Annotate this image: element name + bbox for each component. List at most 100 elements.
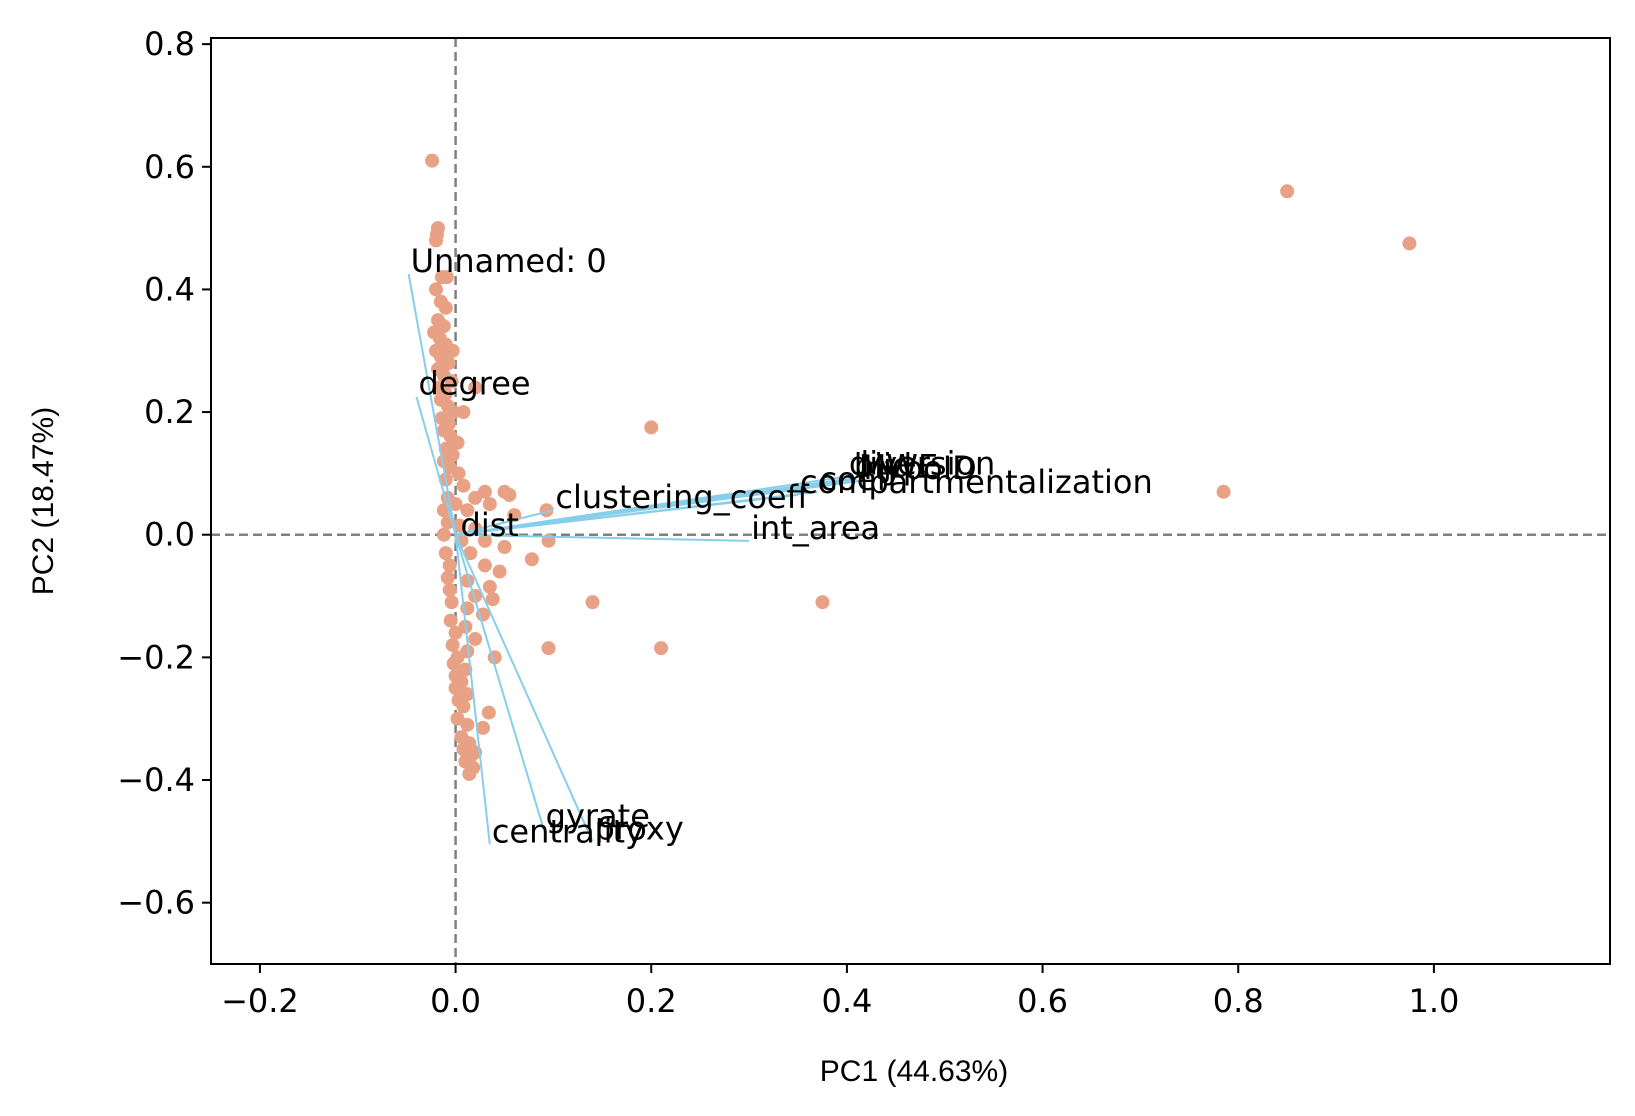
y-tick-label: −0.6 (117, 884, 195, 922)
loading-labels: Unnamed: 0 degree clustering_coeffint_area… (411, 242, 1153, 850)
x-tick-label: 0.4 (821, 982, 872, 1020)
score-point (482, 497, 497, 512)
loading-vector (454, 534, 491, 845)
score-point (460, 717, 475, 732)
score-point (1216, 484, 1231, 499)
x-axis-title: PC1 (44.63%) (820, 1055, 1008, 1088)
score-point (462, 766, 477, 781)
score-point (463, 546, 478, 561)
score-point (468, 589, 483, 604)
loading-label: dist (461, 506, 519, 544)
loading-label: centrality (492, 812, 644, 850)
loading-vector (454, 534, 545, 830)
score-point (446, 405, 461, 420)
y-tick-label: 0.2 (144, 393, 195, 431)
loading-vectors (407, 273, 862, 845)
y-tick-label: 0.4 (144, 270, 195, 308)
score-point (450, 435, 465, 450)
score-point (440, 570, 455, 585)
loading-label: MWE (859, 448, 938, 486)
score-point (446, 656, 461, 671)
y-axis-title: PC2 (18.47%) (27, 407, 60, 595)
score-point (477, 558, 492, 573)
score-point (481, 705, 496, 720)
score-point (477, 533, 492, 548)
score-point (448, 625, 463, 640)
score-point (442, 558, 457, 573)
x-tick-label: 1.0 (1408, 982, 1459, 1020)
loading-label: gyrate (546, 797, 650, 835)
score-point (456, 478, 471, 493)
score-point (438, 300, 453, 315)
score-point (644, 420, 659, 435)
loading-label: diversion (849, 444, 995, 482)
loading-label: degree (418, 365, 530, 403)
score-point (654, 641, 669, 656)
score-point (468, 631, 483, 646)
score-point (439, 270, 454, 285)
score-point (445, 343, 460, 358)
score-point (815, 595, 830, 610)
y-tick-label: −0.2 (117, 638, 195, 676)
score-point (425, 153, 440, 168)
score-point (429, 282, 444, 297)
score-point (429, 233, 444, 248)
loading-vector (455, 533, 750, 542)
score-point (445, 638, 460, 653)
loading-label: hypoID (864, 449, 977, 487)
loading-vector (415, 396, 457, 536)
y-axis-ticks: −0.6 −0.4 −0.2 0.0 0.2 0.4 0.6 0.8 (117, 25, 211, 922)
loading-vector (407, 273, 457, 535)
score-point (468, 380, 483, 395)
loading-vector (455, 509, 554, 536)
score-point (456, 405, 471, 420)
score-point (1402, 236, 1417, 251)
score-point (456, 699, 471, 714)
score-point (452, 518, 467, 533)
x-tick-label: −0.2 (221, 982, 299, 1020)
loading-label: compartmentalization (800, 463, 1153, 501)
loading-label: proxy (595, 809, 684, 847)
loading-label: bijd (854, 446, 912, 484)
loading-label: clustering_coeff (555, 478, 809, 516)
score-point (524, 552, 539, 567)
score-point (451, 466, 466, 481)
x-tick-label: 0.8 (1213, 982, 1264, 1020)
x-tick-label: 0.0 (430, 982, 481, 1020)
loading-label: coeff (820, 460, 900, 498)
score-point (448, 681, 463, 696)
loading-vector (454, 534, 594, 842)
x-tick-label: 0.2 (626, 982, 677, 1020)
y-tick-label: 0.0 (144, 516, 195, 554)
score-point (502, 487, 517, 502)
x-axis-ticks: −0.2 0.0 0.2 0.4 0.6 0.8 1.0 (221, 964, 1459, 1020)
score-point (448, 497, 463, 512)
score-point (468, 490, 483, 505)
plot-frame (210, 37, 1611, 965)
loading-label: Unnamed: 0 (411, 242, 607, 280)
score-point (443, 613, 458, 628)
score-point (444, 374, 459, 389)
score-point (485, 592, 500, 607)
score-point (438, 546, 453, 561)
score-point (436, 527, 451, 542)
score-point (482, 579, 497, 594)
y-tick-label: −0.4 (117, 761, 195, 799)
loading-vector (455, 479, 862, 536)
score-point (492, 564, 507, 579)
score-point (441, 356, 456, 371)
loading-label: int_area (751, 509, 880, 547)
score-point (460, 503, 475, 518)
x-tick-label: 0.6 (1017, 982, 1068, 1020)
score-point (442, 582, 457, 597)
score-point (497, 539, 512, 554)
score-point (1280, 184, 1295, 199)
score-point (475, 720, 490, 735)
plot-background (211, 38, 1610, 964)
score-point (444, 595, 459, 610)
y-tick-label: 0.8 (144, 25, 195, 63)
score-point (585, 595, 600, 610)
score-point (541, 641, 556, 656)
